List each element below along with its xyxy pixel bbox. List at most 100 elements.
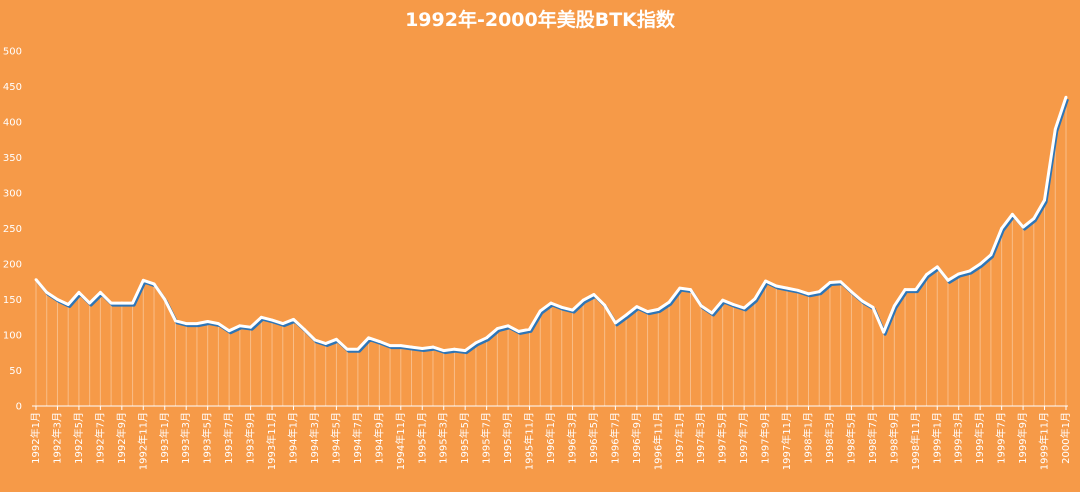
data-point [238,324,242,328]
data-point [731,303,735,306]
x-tick-label: 1995年9月 [501,412,514,464]
x-tick-label: 1992年9月 [115,412,128,464]
x-tick-label: 1998年3月 [823,412,836,464]
data-point [667,300,671,304]
data-point [560,305,564,309]
data-point [603,303,607,307]
y-tick-label: 100 [3,331,22,342]
data-point [431,345,435,349]
data-point [474,341,478,345]
data-point [1021,225,1025,229]
data-point [270,318,274,322]
data-point [98,291,102,294]
data-point [77,291,81,294]
data-point [335,337,338,341]
x-tick-label: 1999年5月 [973,412,986,464]
data-point [56,298,59,301]
x-tick-label: 1996年7月 [608,412,621,464]
data-point [1032,217,1036,220]
x-tick-label: 1998年7月 [866,412,879,464]
data-point [678,286,682,290]
x-tick-label: 1996年5月 [587,412,600,464]
data-point [968,269,971,273]
y-tick-label: 200 [3,260,22,271]
data-point [592,293,596,296]
x-tick-label: 1992年11月 [136,412,149,470]
data-point [292,317,295,321]
x-tick-label: 1997年11月 [780,412,793,470]
data-point [946,278,950,282]
data-point [163,298,167,301]
data-point [989,253,993,257]
data-point [571,308,574,312]
data-point [742,306,746,310]
data-point [453,347,456,351]
data-point [88,301,92,305]
y-tick-label: 300 [3,189,22,200]
data-point [689,288,692,291]
data-point [463,349,467,353]
data-point [978,262,982,266]
x-tick-label: 1992年7月 [93,412,106,464]
data-point [753,297,757,301]
x-tick-label: 1999年3月 [952,412,965,464]
x-tick-label: 1997年9月 [759,412,772,464]
x-axis-ticks: 1992年1月 1992年3月 1992年5月 1992年7月 1992年9月 1992年… [29,406,1072,470]
x-tick-label: 1997年1月 [673,412,686,464]
y-tick-label: 400 [3,118,22,129]
data-point [935,265,939,269]
x-tick-label: 1999年9月 [1016,412,1029,464]
data-point [410,345,413,349]
data-point [495,327,499,331]
data-point [120,301,124,305]
y-tick-label: 450 [3,82,22,93]
data-point [399,344,403,348]
data-point [302,327,306,331]
data-point [860,299,864,303]
chart-title: 1992年-2000年美股BTK指数 [405,8,676,31]
x-tick-label: 1994年9月 [372,412,385,464]
data-point [613,321,617,325]
data-point [635,305,639,308]
data-point [807,292,810,296]
data-point [624,313,628,317]
data-point [785,286,789,290]
data-point [66,303,70,306]
y-tick-label: 250 [3,224,22,235]
data-point [388,344,392,348]
data-point [817,290,821,294]
data-point [259,315,263,319]
x-tick-label: 1996年1月 [544,412,557,464]
data-point [528,327,531,331]
data-point [216,322,220,326]
data-point [850,290,853,294]
data-point [839,280,843,284]
drop-lines [35,97,1067,406]
data-point [1000,227,1004,230]
data-point [377,339,381,343]
x-tick-label: 1992年3月 [50,412,63,464]
data-point [914,288,918,291]
data-point [174,319,177,323]
x-tick-label: 1992年5月 [72,412,85,464]
data-point [227,329,231,333]
data-point [1053,127,1057,131]
x-tick-label: 1993年7月 [222,412,235,464]
x-tick-label: 1998年5月 [844,412,857,464]
series-line-shadow [36,98,1069,355]
data-point [957,272,961,276]
data-point [828,281,832,284]
data-point [538,309,542,313]
x-tick-label: 1994年1月 [287,412,300,464]
x-tick-label: 1993年1月 [158,412,171,464]
y-tick-label: 50 [9,366,22,377]
x-tick-label: 1993年5月 [201,412,214,464]
x-tick-label: 2000年1月 [1059,412,1072,464]
data-point [646,310,649,313]
data-point [871,305,875,309]
data-point [281,322,285,326]
data-point [195,322,199,326]
y-axis-ticks: 0 50 100 150 200 250 300 350 400 450 500 [3,47,22,413]
x-tick-label: 1995年1月 [415,412,428,464]
data-point [141,278,145,282]
